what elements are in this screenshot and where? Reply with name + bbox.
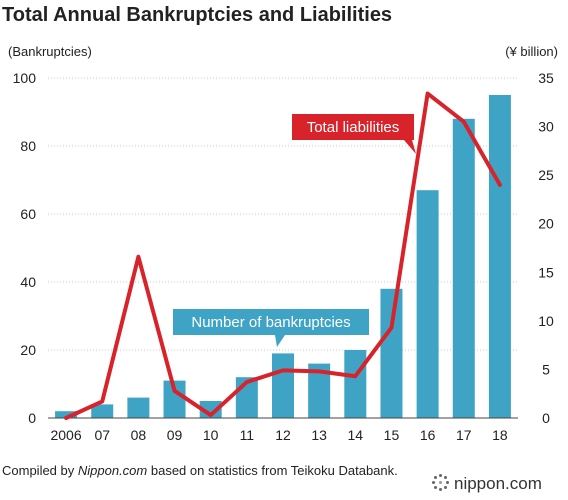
x-tick-label: 12 <box>275 427 291 443</box>
y-right-tick-label: 35 <box>538 70 554 86</box>
liabilities-point <box>499 184 501 186</box>
source-name: Nippon.com <box>77 463 148 478</box>
bar <box>308 363 331 418</box>
liabilities-point <box>390 327 392 329</box>
liabilities-point <box>101 400 103 402</box>
source-prefix: Compiled by <box>2 463 78 478</box>
bar <box>127 397 150 418</box>
bar <box>452 118 475 419</box>
bar <box>488 95 511 418</box>
x-tick-label: 13 <box>311 427 327 443</box>
x-tick-label: 10 <box>203 427 219 443</box>
bar <box>380 288 403 418</box>
x-tick-label: 08 <box>131 427 147 443</box>
x-tick-label: 14 <box>348 427 364 443</box>
source-suffix: based on statistics from Teikoku Databan… <box>147 463 398 478</box>
left-axis-unit: (Bankruptcies) <box>8 44 92 59</box>
liabilities-point <box>427 93 429 95</box>
x-tick-label: 16 <box>420 427 436 443</box>
bar-label-box <box>173 309 369 335</box>
x-tick-label: 18 <box>492 427 508 443</box>
x-tick-label: 11 <box>240 427 255 443</box>
nippon-logo: nippon.com <box>432 474 542 494</box>
y-left-tick-label: 20 <box>20 342 36 358</box>
y-right-tick-label: 0 <box>542 410 550 426</box>
y-left-tick-label: 60 <box>20 206 36 222</box>
line-label-pointer <box>404 140 416 154</box>
x-tick-label: 15 <box>384 427 400 443</box>
x-tick-label: 2006 <box>50 427 81 443</box>
liabilities-point <box>137 256 139 258</box>
liabilities-point <box>282 369 284 371</box>
x-tick-label: 07 <box>94 427 110 443</box>
line-label-box <box>292 114 414 140</box>
line-series-label: Total liabilities <box>307 119 400 136</box>
y-right-tick-label: 15 <box>538 264 554 280</box>
chart-title: Total Annual Bankruptcies and Liabilitie… <box>2 4 393 26</box>
logo-dots-icon <box>432 474 450 492</box>
y-left-tick-label: 100 <box>13 70 37 86</box>
logo-text: nippon.com <box>454 474 542 493</box>
y-left-tick-label: 80 <box>20 138 36 154</box>
source-note: Compiled by Nippon.com based on statisti… <box>2 462 422 479</box>
y-left-tick-label: 40 <box>20 274 36 290</box>
y-right-tick-label: 10 <box>538 313 554 329</box>
x-tick-label: 09 <box>167 427 183 443</box>
bar <box>272 353 294 418</box>
y-left-tick-label: 0 <box>28 410 36 426</box>
liabilities-point <box>65 417 67 419</box>
liabilities-point <box>463 121 465 123</box>
combo-chart: 0 20 40 60 80 100 0 5 10 15 20 25 30 35 2006 07 08 09 10 11… <box>13 70 554 443</box>
bar <box>344 350 367 418</box>
bar <box>163 380 186 418</box>
y-right-tick-label: 20 <box>538 216 554 232</box>
y-right-tick-label: 25 <box>538 167 554 183</box>
bar <box>55 411 78 418</box>
right-axis-unit: (¥ billion) <box>505 44 558 59</box>
bar-label-pointer <box>275 335 285 347</box>
y-right-tick-label: 5 <box>542 361 550 377</box>
bar <box>91 404 114 418</box>
liabilities-point <box>210 414 212 416</box>
y-right-tick-label: 30 <box>538 119 554 135</box>
bar <box>416 190 439 418</box>
bar-series-label: Number of bankruptcies <box>191 314 350 331</box>
liabilities-point <box>354 375 356 377</box>
liabilities-point <box>174 390 176 392</box>
liabilities-point <box>246 381 248 383</box>
liabilities-point <box>318 370 320 372</box>
x-tick-label: 17 <box>456 427 472 443</box>
